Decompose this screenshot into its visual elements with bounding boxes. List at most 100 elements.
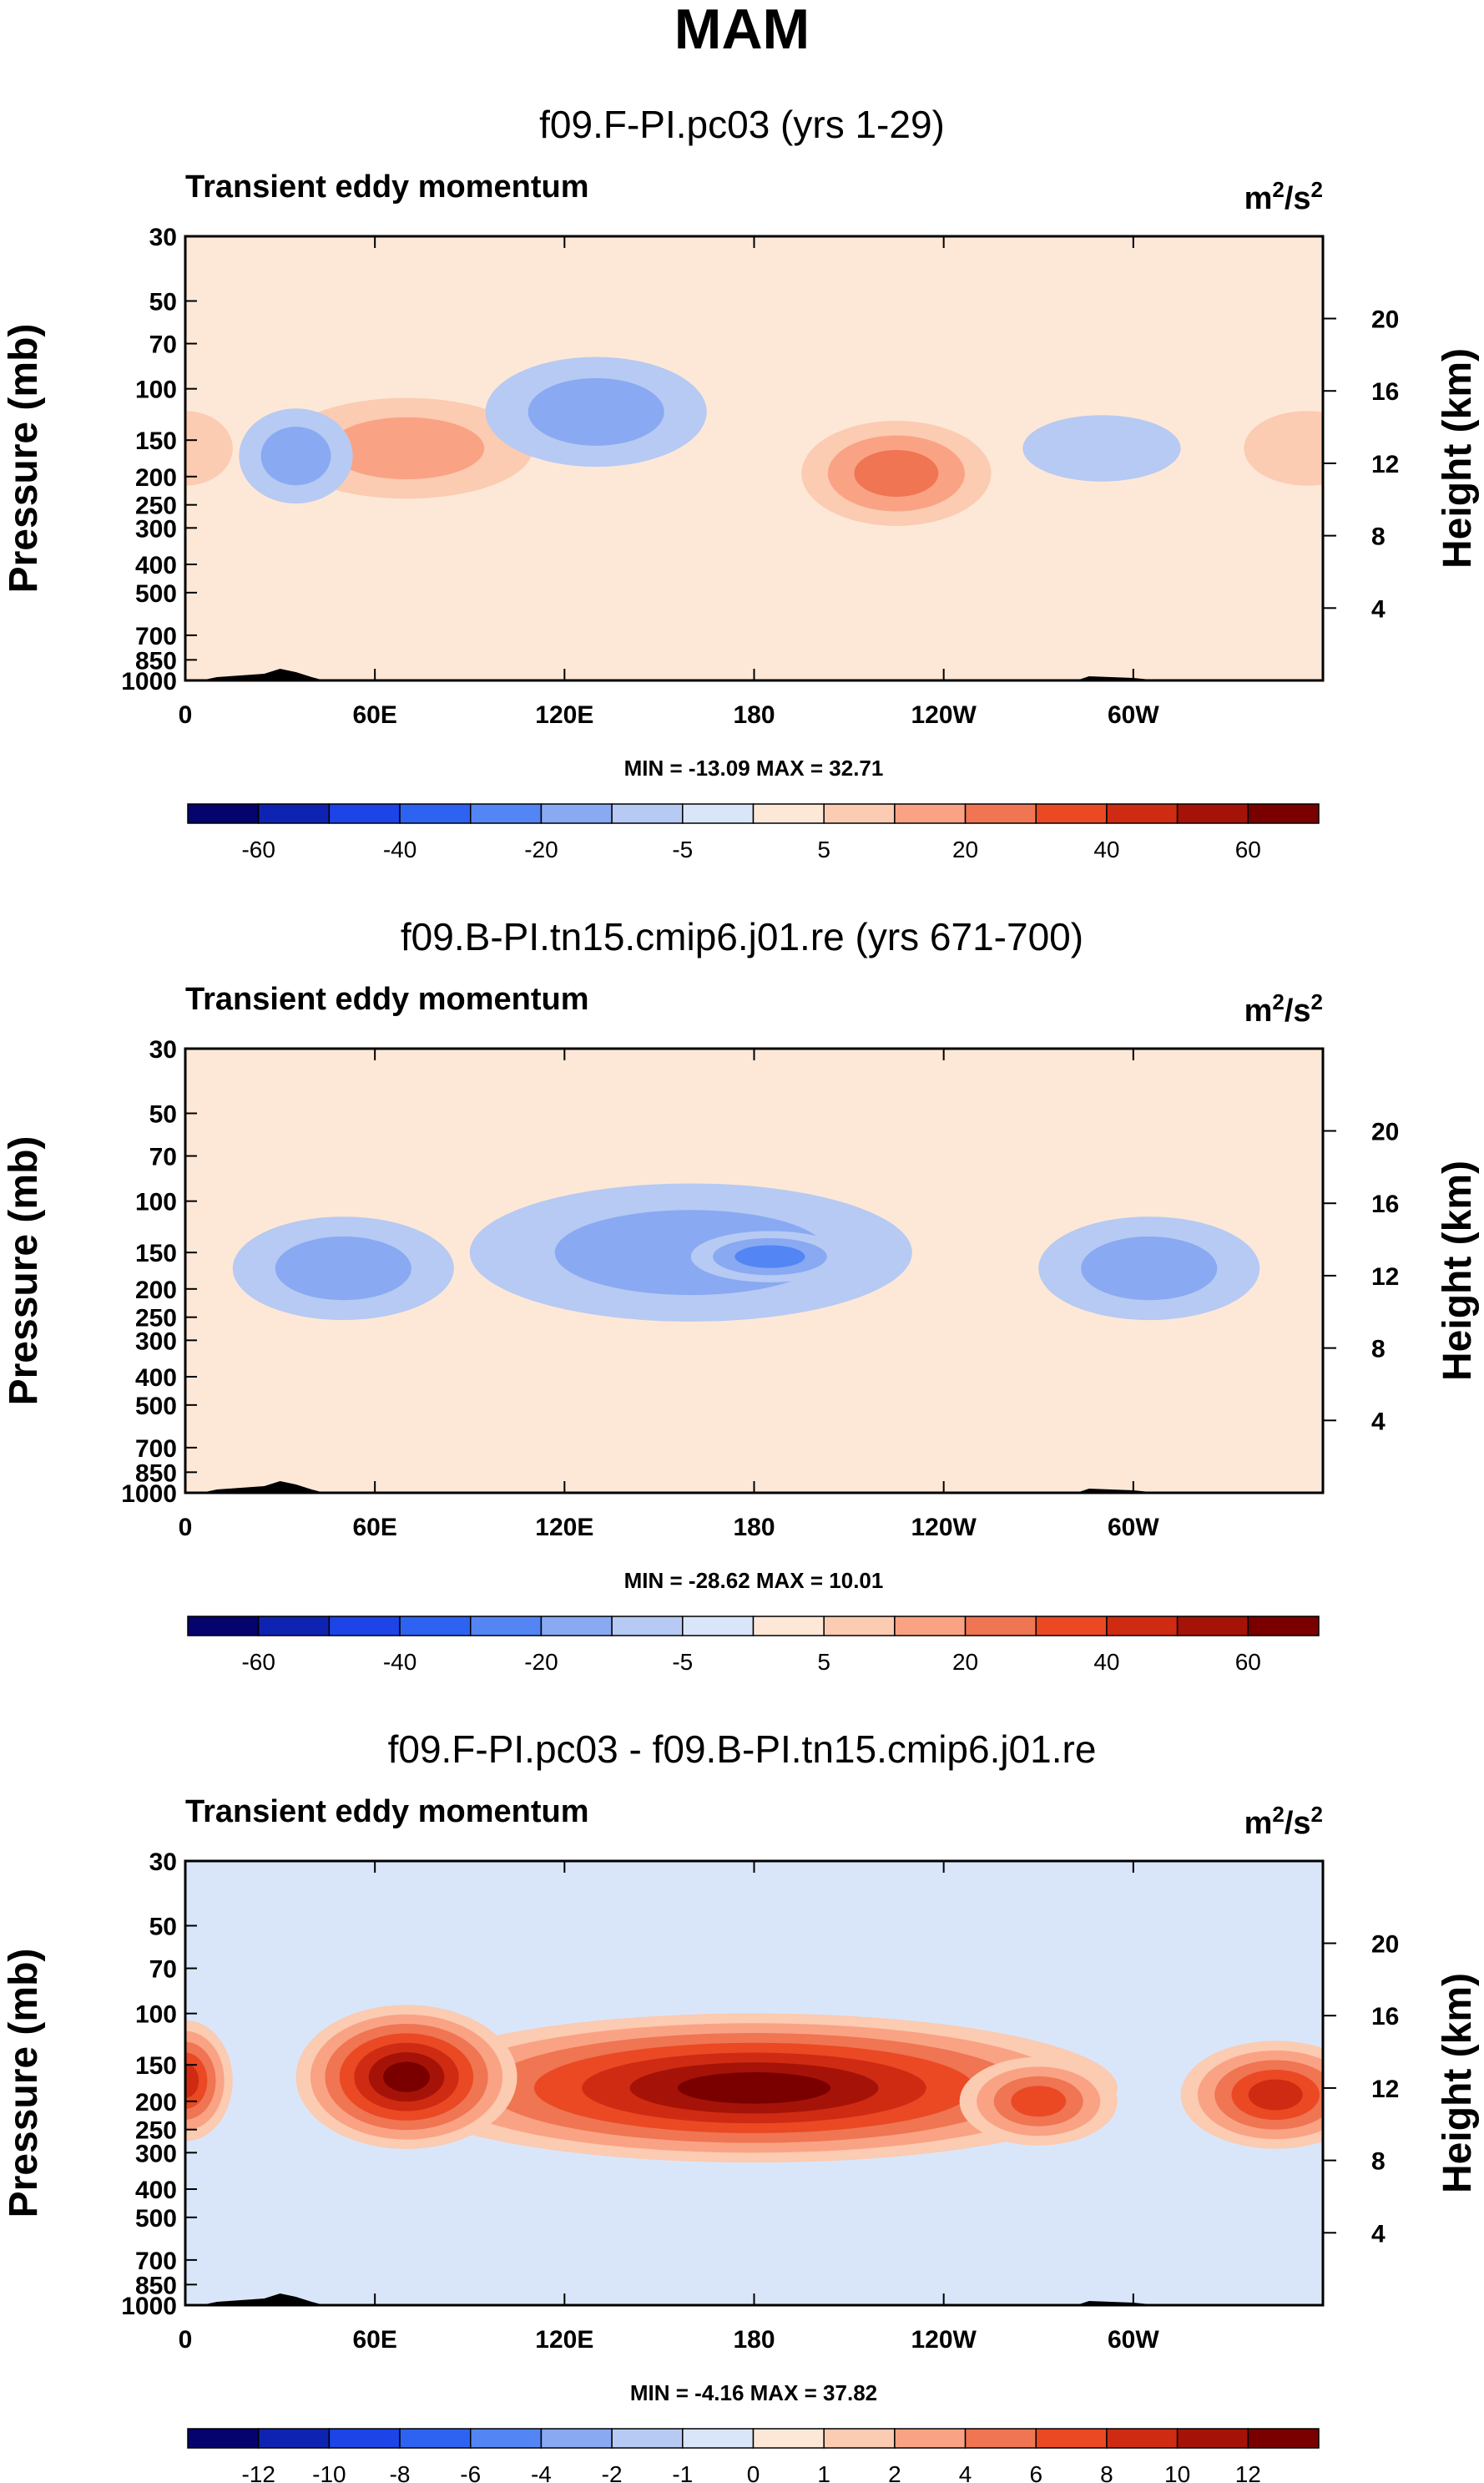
colorbar-box <box>187 1616 260 1636</box>
pressure-tick-label: 250 <box>135 1305 177 1333</box>
contour-feature-7 <box>1022 415 1181 482</box>
pressure-tick-label: 400 <box>135 1364 177 1392</box>
contour-feature-2 <box>801 420 992 526</box>
pressure-tick-label: 150 <box>135 1240 177 1267</box>
colorbar-box <box>187 803 260 824</box>
height-tick-label: 8 <box>1371 523 1386 551</box>
contour-feature-3 <box>185 2020 233 2142</box>
contour-band <box>328 417 485 480</box>
minmax-label: MIN = -13.09 MAX = 32.71 <box>624 756 884 781</box>
lon-tick-label: 180 <box>733 2326 775 2354</box>
pressure-tick-label: 100 <box>135 2001 177 2029</box>
topography-asia <box>200 1481 325 1493</box>
colorbar-label: -5 <box>672 1649 693 1675</box>
variable-label: Transient eddy momentum <box>185 982 589 1017</box>
contour-band <box>383 2061 430 2092</box>
pressure-tick-label: 250 <box>135 2117 177 2145</box>
pressure-tick-label: 700 <box>135 1435 177 1463</box>
colorbar-box <box>540 803 613 824</box>
colorbar-label: 4 <box>959 2461 972 2483</box>
colorbar-box <box>823 2428 896 2449</box>
pressure-tick-label: 850 <box>135 1459 177 1487</box>
colorbar: -60 -40 -20 -5 5 20 40 60 <box>187 1616 1320 1675</box>
lon-tick-label: 120E <box>535 2326 593 2354</box>
contour-feature-6 <box>239 408 353 504</box>
contour-band <box>1011 2086 1067 2117</box>
contour-band <box>185 411 233 486</box>
panel-title: f09.B-PI.tn15.cmip6.j01.re (yrs 671-700) <box>401 915 1083 958</box>
colorbar-label: -10 <box>312 2461 346 2483</box>
colorbar-box <box>682 803 755 824</box>
contour-band <box>185 2063 199 2098</box>
contour-feature-3 <box>232 1216 454 1321</box>
pressure-tick-label: 70 <box>149 1144 177 1171</box>
lon-tick-label: 120W <box>911 1514 977 1541</box>
contour-feature-2 <box>295 2005 517 2149</box>
colorbar-label: 5 <box>817 837 830 862</box>
pressure-tick-label: 500 <box>135 1393 177 1420</box>
colorbar-label: 2 <box>888 2461 901 2483</box>
contour-band <box>734 1245 805 1268</box>
height-tick-label: 20 <box>1371 1119 1399 1146</box>
pressure-tick-label: 30 <box>149 1036 177 1064</box>
panel-title: f09.F-PI.pc03 (yrs 1-29) <box>539 103 945 146</box>
colorbar-box <box>257 2428 331 2449</box>
height-tick-label: 20 <box>1371 306 1399 334</box>
y2-axis-label: Height (km) <box>1436 1161 1480 1381</box>
contour-feature-4 <box>185 411 233 486</box>
colorbar-box <box>187 2428 260 2449</box>
units-exp-2: 2 <box>1311 177 1323 202</box>
contour-feature-5 <box>485 357 707 468</box>
panel-title: f09.F-PI.pc03 - f09.B-PI.tn15.cmip6.j01.… <box>388 1727 1097 1771</box>
colorbar-label: 20 <box>952 1649 978 1675</box>
lon-tick-label: 0 <box>179 701 193 729</box>
contour-field <box>185 236 1323 680</box>
colorbar-label: -4 <box>531 2461 552 2483</box>
height-tick-label: 4 <box>1371 1408 1386 1435</box>
colorbar-label: 1 <box>817 2461 830 2483</box>
colorbar-label: -12 <box>241 2461 275 2483</box>
lon-tick-label: 60W <box>1108 701 1159 729</box>
y2-axis-label: Height (km) <box>1436 348 1480 569</box>
colorbar-box <box>752 803 825 824</box>
colorbar-box <box>823 1616 896 1636</box>
colorbar-label: 40 <box>1093 837 1119 862</box>
colorbar-label: 0 <box>747 2461 760 2483</box>
colorbar-label: 20 <box>952 837 978 862</box>
colorbar-box <box>257 803 331 824</box>
colorbar-box <box>328 2428 401 2449</box>
units-base: m <box>1244 181 1273 216</box>
lon-tick-label: 180 <box>733 1514 775 1541</box>
contour-band <box>1248 2079 1303 2111</box>
pressure-tick-label: 300 <box>135 2140 177 2167</box>
height-tick-label: 16 <box>1371 1191 1399 1218</box>
panel-1: f09.F-PI.pc03 (yrs 1-29) Transient eddy m… <box>2 103 1480 862</box>
colorbar: -12 -10 -8 -6 -4 -2 -1 0 1 2 4 6 8 10 12 <box>187 2428 1320 2483</box>
lon-tick-label: 60E <box>352 701 396 729</box>
colorbar-box <box>328 1616 401 1636</box>
colorbar-label: -60 <box>241 837 275 862</box>
pressure-tick-label: 250 <box>135 493 177 520</box>
colorbar-label: -40 <box>383 1649 416 1675</box>
topography-asia <box>200 2293 325 2305</box>
contour-band <box>1081 1236 1218 1301</box>
pressure-tick-label: 500 <box>135 2205 177 2233</box>
contour-field <box>185 1861 1323 2305</box>
colorbar-label: -60 <box>241 1649 275 1675</box>
contour-feature-3 <box>1244 411 1323 486</box>
pressure-tick-label: 70 <box>149 331 177 359</box>
lon-tick-label: 60E <box>352 2326 396 2354</box>
colorbar-box <box>1247 2428 1320 2449</box>
lon-tick-label: 0 <box>179 1514 193 1541</box>
units-exp-2: 2 <box>1311 1802 1323 1827</box>
lon-tick-label: 60W <box>1108 1514 1159 1541</box>
colorbar: -60 -40 -20 -5 5 20 40 60 <box>187 803 1320 862</box>
colorbar-box <box>964 1616 1037 1636</box>
colorbar-label: 5 <box>817 1649 830 1675</box>
height-tick-label: 4 <box>1371 2220 1386 2248</box>
y-axis-label: Pressure (mb) <box>2 1949 46 2218</box>
pressure-tick-label: 70 <box>149 1956 177 1984</box>
units-label: m2/s2 <box>1244 1802 1323 1841</box>
pressure-tick-label: 200 <box>135 1277 177 1304</box>
